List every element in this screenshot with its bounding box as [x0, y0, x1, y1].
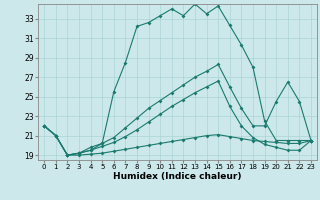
X-axis label: Humidex (Indice chaleur): Humidex (Indice chaleur)	[113, 172, 242, 181]
